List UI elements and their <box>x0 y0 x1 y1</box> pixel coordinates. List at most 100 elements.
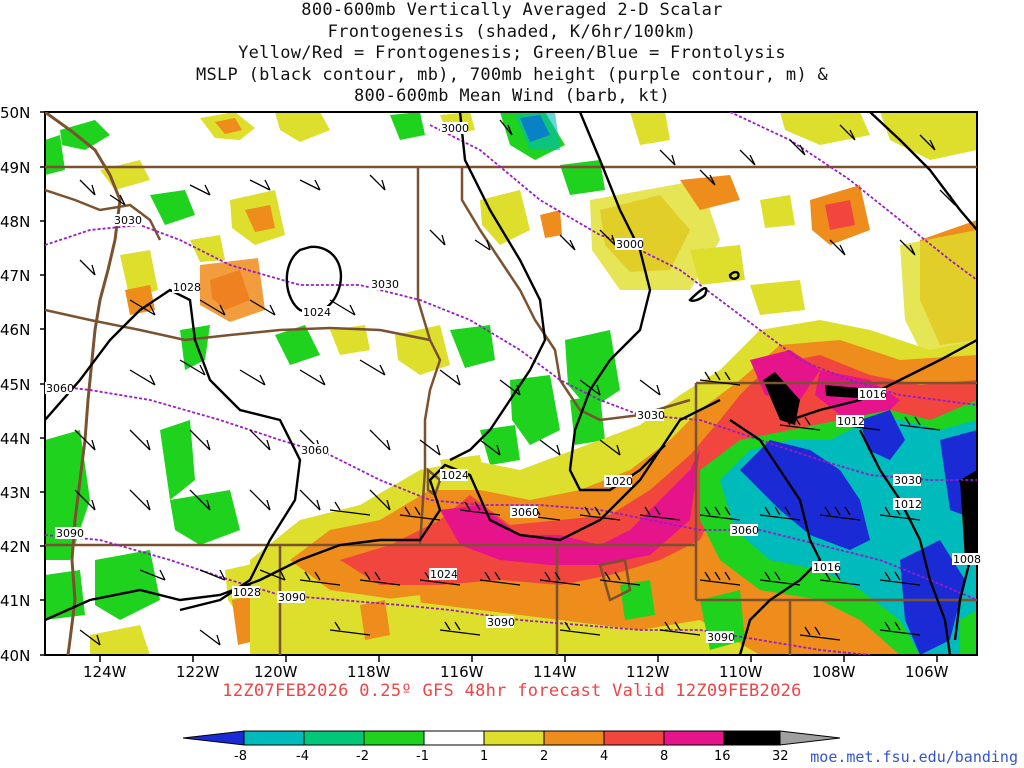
fg-teal-patch <box>515 112 560 150</box>
colorbar-bin <box>423 730 485 746</box>
lat-label: 42N <box>0 538 30 556</box>
fg-green-patch <box>620 580 655 620</box>
fg-black-patch <box>763 372 800 425</box>
wind-barb <box>259 569 286 581</box>
fg-yellow-patch <box>190 235 225 262</box>
title-line-4: MSLP (black contour, mb), 700mb height (… <box>195 64 829 85</box>
fg-orange-patch <box>360 600 390 640</box>
lat-axis: 50N 49N 48N 47N 46N 45N 44N 43N 42N 41N … <box>0 104 30 665</box>
title-line-2: Frontogenesis (shaded, K/6hr/100km) <box>327 21 697 42</box>
fg-green-patch <box>160 420 195 500</box>
height-label: 3030 <box>371 278 399 291</box>
fg-green-patch <box>150 190 195 225</box>
colorbar-label: 1 <box>480 749 488 764</box>
mslp-label: 1024 <box>303 306 331 319</box>
fg-orange-patch <box>215 118 242 134</box>
wind-barb <box>899 239 916 256</box>
wind-barb <box>779 416 821 431</box>
wind-barb <box>639 379 661 396</box>
wind-barb <box>439 369 461 386</box>
colorbar-bin <box>723 730 781 746</box>
colorbar-label: -2 <box>356 749 369 764</box>
mslp-contour-1024-loop <box>285 245 343 314</box>
fg-yellow-patch <box>330 325 370 355</box>
colorbar-bin <box>663 730 725 746</box>
wind-barb <box>599 439 621 456</box>
wind-barb <box>249 429 271 451</box>
fg-green-patch <box>565 330 620 410</box>
height-contour-3090 <box>45 534 871 655</box>
fg-yellow-patch <box>380 595 425 650</box>
wind-barb <box>939 189 956 206</box>
wind-barb <box>359 571 401 586</box>
wind-barb <box>659 621 701 636</box>
lat-label: 49N <box>0 159 30 177</box>
fg-blue-band <box>740 440 870 550</box>
wind-barb <box>559 234 576 251</box>
wind-barb <box>819 571 861 586</box>
wind-barb <box>129 489 151 511</box>
mslp-contour-1012b <box>858 429 952 655</box>
axis-ticks <box>40 111 938 662</box>
colorbar-label: -1 <box>416 749 429 764</box>
wind-barb <box>579 379 601 396</box>
lon-label: 106W <box>905 663 949 681</box>
mslp-label: 1020 <box>605 475 633 488</box>
fg-green-patch <box>510 375 560 445</box>
mslp-contour-1016d <box>728 270 740 280</box>
wind-barb <box>129 299 156 316</box>
colorbar-label: 8 <box>660 749 668 764</box>
wind-barb <box>329 621 371 636</box>
fg-yellow-patch <box>275 112 330 142</box>
wind-barb <box>249 489 271 511</box>
height-contour-3000b <box>729 112 977 281</box>
colorbar-bin <box>483 730 545 746</box>
height-contour-3060 <box>45 384 977 601</box>
source-url-link[interactable]: moe.met.fsu.edu/banding <box>810 748 1018 766</box>
wind-barb <box>299 369 326 386</box>
lat-label: 48N <box>0 213 30 231</box>
colorbar-bin <box>303 730 365 746</box>
wind-barb <box>759 506 801 521</box>
fg-green-patch <box>275 325 320 365</box>
height-label: 3090 <box>278 591 306 604</box>
height-label: 3060 <box>511 506 539 519</box>
lon-label: 122W <box>176 663 220 681</box>
valid-time-line: 12Z07FEB2026 0.25º GFS 48hr forecast Val… <box>222 681 802 701</box>
lat-label: 46N <box>0 321 30 339</box>
wind-barb <box>369 489 391 511</box>
wind-barb <box>199 569 226 581</box>
wind-barb <box>329 501 371 516</box>
fg-orange-patch <box>125 285 155 315</box>
wind-barb <box>199 299 226 316</box>
title-line-5: 800-600mb Mean Wind (barb, kt) <box>353 86 671 106</box>
lat-label: 41N <box>0 592 30 610</box>
wind-barb <box>369 174 386 191</box>
height-label: 3030 <box>637 409 665 422</box>
height-label: 3000 <box>616 238 644 251</box>
mslp-label: 1028 <box>233 586 261 599</box>
fg-orange-patch <box>680 175 740 210</box>
fg-yellow-patch <box>750 280 805 315</box>
wind-barb <box>189 429 211 451</box>
wind-barb <box>819 506 861 521</box>
puget-sound <box>45 188 162 241</box>
fg-red-patch <box>825 200 855 230</box>
fg-blue-patch <box>900 540 965 655</box>
mslp-label: 1016 <box>813 561 841 574</box>
fg-orange-patch <box>200 258 265 322</box>
wind-barb <box>539 439 561 456</box>
wind-barb <box>79 179 96 196</box>
fg-green-patch <box>45 570 85 620</box>
or-id-border <box>418 339 442 546</box>
figure-title: 800-600mb Vertically Averaged 2-D Scalar… <box>0 0 1024 108</box>
wind-barb <box>474 239 491 251</box>
fg-black-patch <box>825 385 860 398</box>
wind-barb <box>239 369 266 386</box>
colorbar-bin <box>543 730 605 746</box>
wind-barb <box>829 239 846 256</box>
fg-yellow-patch <box>880 112 977 160</box>
wind-barb <box>879 621 921 636</box>
height-contour-3000 <box>429 124 977 406</box>
